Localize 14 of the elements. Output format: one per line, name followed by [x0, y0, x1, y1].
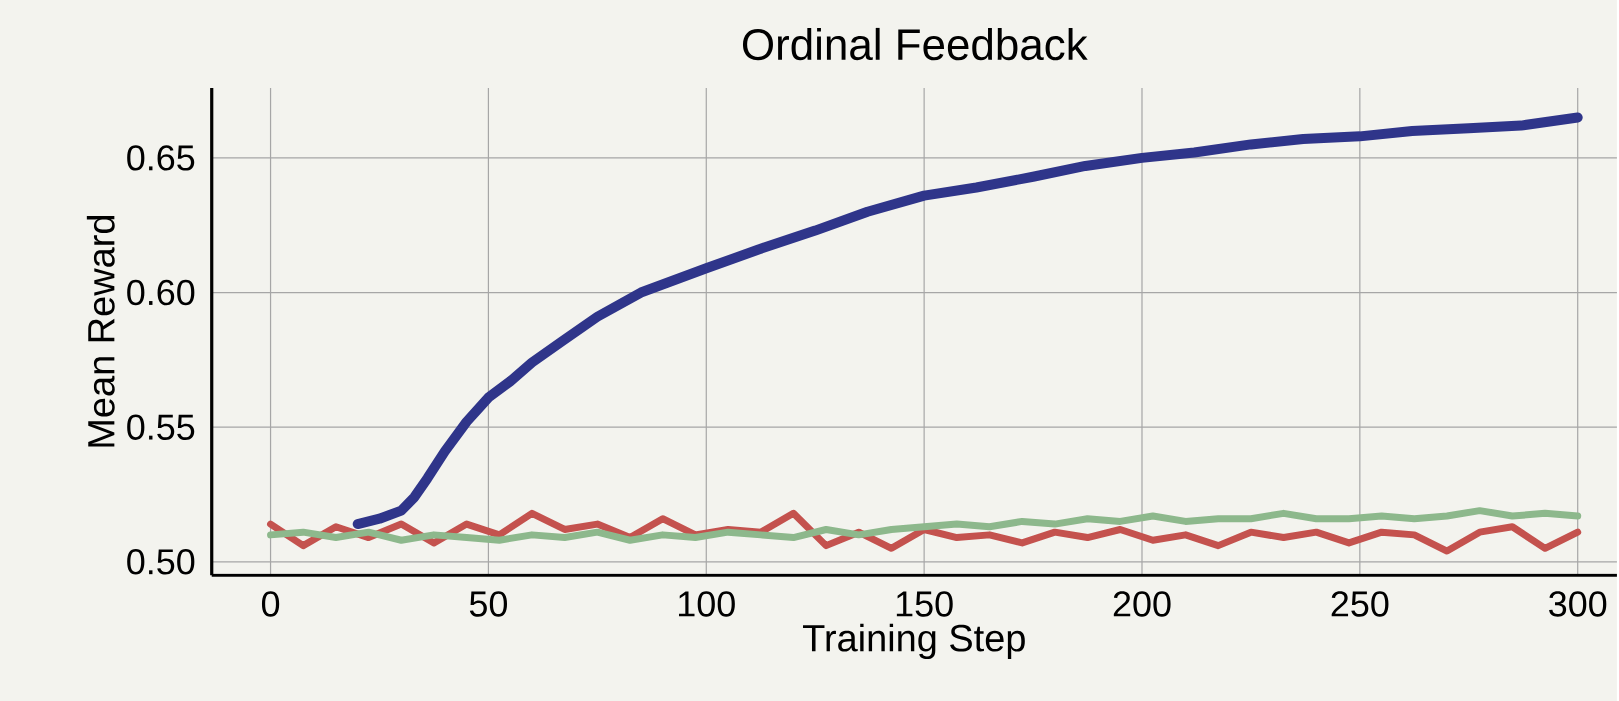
- x-tick-label: 300: [1549, 591, 1607, 617]
- y-tick-label: 0.50: [127, 549, 195, 575]
- x-tick-label: 0: [261, 591, 280, 617]
- y-tick-label: 0.60: [127, 279, 195, 306]
- x-tick-label: 250: [1331, 591, 1389, 617]
- x-tick-label: 150: [896, 591, 953, 617]
- x-tick-label: 100: [679, 591, 735, 617]
- x-axis-title: Training Step: [803, 623, 1025, 660]
- chart-title: Ordinal Feedback: [742, 27, 1088, 61]
- x-tick-label: 200: [1113, 591, 1171, 617]
- y-tick-label: 0.55: [127, 414, 195, 440]
- x-tick-label: 50: [469, 591, 508, 617]
- y-axis-title: Mean Reward: [86, 215, 115, 447]
- y-tick-label: 0.65: [127, 145, 195, 171]
